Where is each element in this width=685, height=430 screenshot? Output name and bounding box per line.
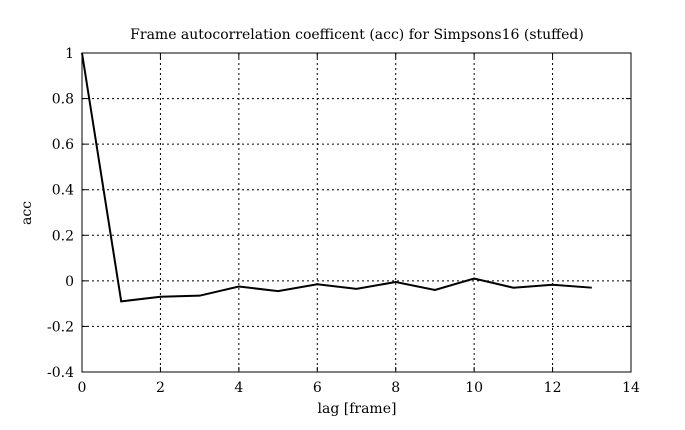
y-tick-label: 0.8 [52,92,74,108]
y-axis-label: acc [19,201,35,225]
x-tick-label: 0 [78,380,87,396]
acc-series-line [81,52,592,303]
x-tick-labels: 0 2 4 6 8 10 12 14 [78,380,640,396]
x-tick-label: 8 [391,380,400,396]
plot-area-frame [81,52,632,373]
x-tick-label: 12 [544,380,562,396]
axis-ticks [81,52,632,373]
y-tick-label: -0.2 [47,319,74,335]
chart-title: Frame autocorrelation coefficent (acc) f… [130,27,584,43]
x-tick-label: 14 [622,380,640,396]
x-tick-label: 2 [156,380,165,396]
x-tick-label: 6 [313,380,322,396]
y-tick-label: -0.4 [47,365,74,381]
series-layer [81,52,592,303]
y-tick-labels: -0.4 -0.2 0 0.2 0.4 0.6 0.8 1 [47,46,74,381]
y-tick-label: 1 [65,46,74,62]
x-tick-label: 4 [234,380,243,396]
y-tick-label: 0.6 [52,137,74,153]
y-tick-label: 0.4 [52,183,74,199]
x-axis-label: lag [frame] [318,401,397,417]
y-tick-label: 0 [65,274,74,290]
x-tick-label: 10 [465,380,483,396]
y-tick-label: 0.2 [52,228,74,244]
grid-lines [82,53,631,372]
